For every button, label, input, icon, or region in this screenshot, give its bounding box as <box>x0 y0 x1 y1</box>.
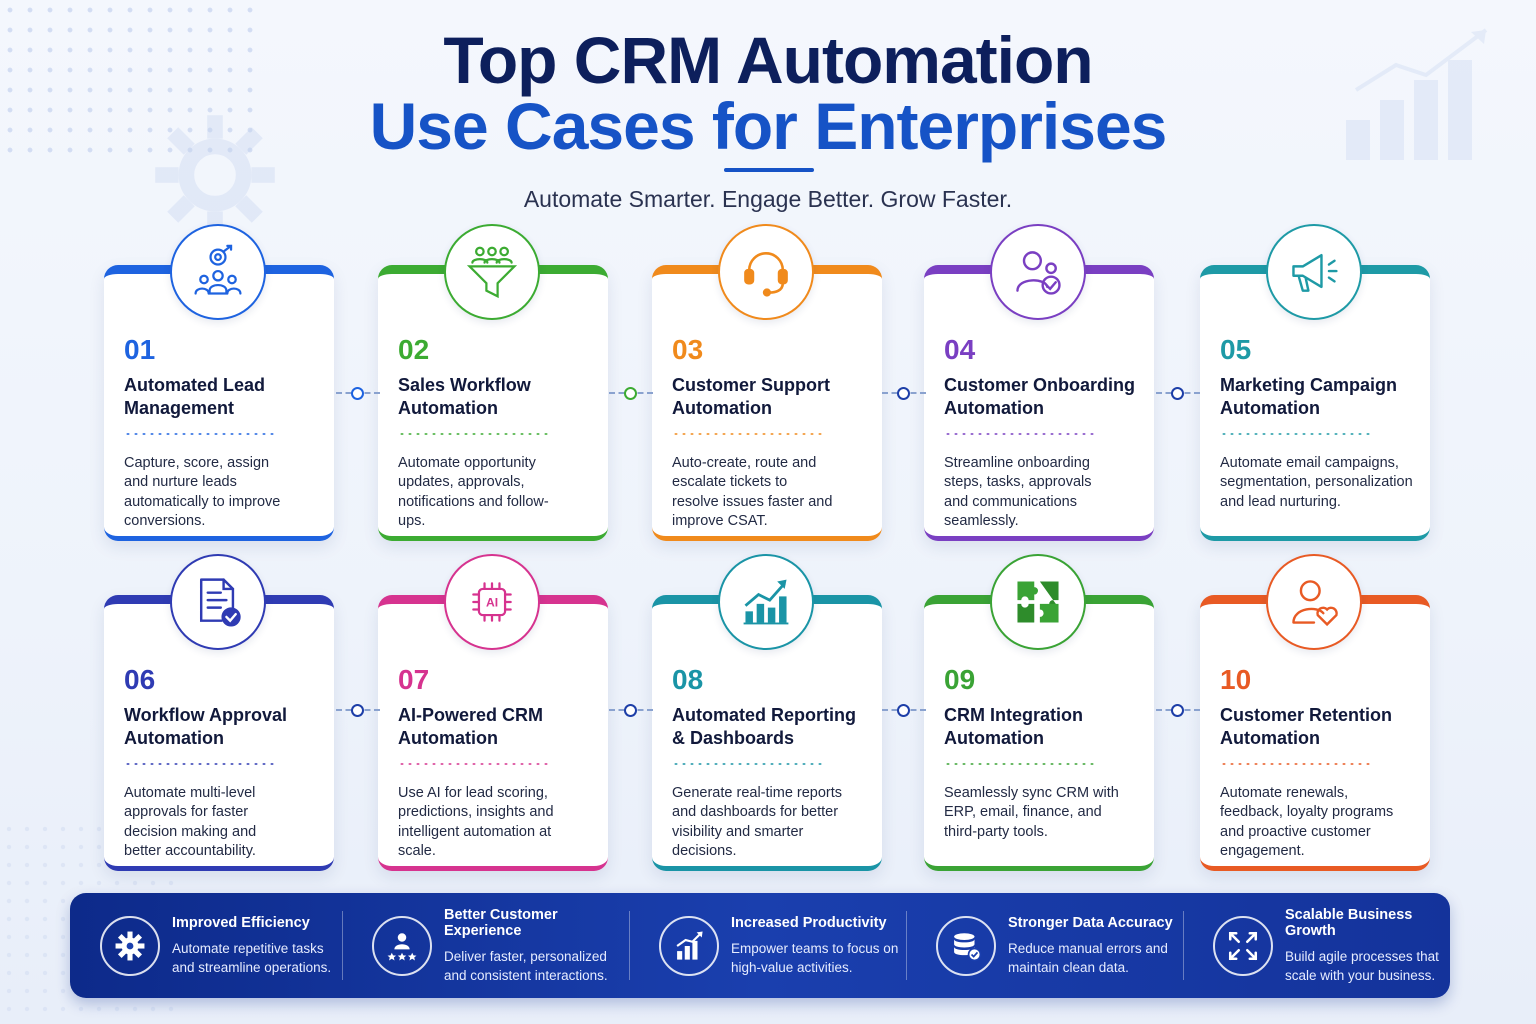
use-case-card-09: 09 CRM Integration Automation Seamlessly… <box>924 554 1154 871</box>
dotted-divider <box>944 762 1094 766</box>
benefit-description: Automate repetitive tasks and streamline… <box>172 940 332 975</box>
card-number: 03 <box>672 334 704 365</box>
dotted-divider <box>124 762 274 766</box>
puzzle-icon <box>990 554 1086 650</box>
user-stars-icon <box>372 915 432 976</box>
connector <box>882 386 926 400</box>
database-check-icon <box>936 915 996 976</box>
connector <box>609 386 653 400</box>
card-number: 10 <box>1220 664 1252 695</box>
benefit-title: Better Customer Experience <box>444 906 558 939</box>
card-title: Customer Support Automation <box>672 375 831 418</box>
dotted-divider <box>944 432 1094 436</box>
connector <box>882 703 926 717</box>
card-number: 08 <box>672 664 704 695</box>
expand-arrows-icon <box>1213 915 1273 976</box>
benefit-title: Increased Productivity <box>731 914 887 931</box>
benefit-title: Scalable Business Growth <box>1285 906 1413 939</box>
title-underline <box>724 168 814 172</box>
card-title: Customer Onboarding Automation <box>944 375 1136 418</box>
background-dots <box>0 0 260 160</box>
svg-text:AI: AI <box>486 596 498 610</box>
connector <box>336 386 380 400</box>
user-check-icon <box>990 224 1086 320</box>
connector <box>1156 386 1200 400</box>
card-title: Automated Reporting & Dashboards <box>672 705 856 748</box>
card-description: Use AI for lead scoring, predictions, in… <box>398 785 554 860</box>
card-description: Seamlessly sync CRM with ERP, email, fin… <box>944 785 1119 840</box>
page-title-line-1: Top CRM Automation <box>443 23 1093 97</box>
benefits-bar: Improved Efficiency Automate repetitive … <box>70 893 1450 998</box>
user-heart-icon <box>1266 554 1362 650</box>
benefit-better-customer-experience: Better Customer Experience Deliver faste… <box>342 893 629 998</box>
benefit-description: Empower teams to focus on high-value act… <box>731 940 899 975</box>
gear-icon <box>100 915 160 976</box>
funnel-icon <box>444 224 540 320</box>
document-check-icon <box>170 554 266 650</box>
megaphone-icon <box>1266 224 1362 320</box>
card-number: 09 <box>944 664 976 695</box>
use-case-card-04: 04 Customer Onboarding Automation Stream… <box>924 224 1154 541</box>
dotted-divider <box>1220 432 1370 436</box>
card-description: Automate multi-level approvals for faste… <box>124 785 257 860</box>
dotted-divider <box>398 762 548 766</box>
background-growth-chart-icon <box>1346 28 1488 160</box>
use-case-card-08: 08 Automated Reporting & Dashboards Gene… <box>652 554 882 871</box>
card-number: 07 <box>398 664 430 695</box>
card-description: Automate renewals, feedback, loyalty pro… <box>1220 785 1394 860</box>
background-gear-icon <box>155 115 275 235</box>
use-case-card-10: 10 Customer Retention Automation Automat… <box>1200 554 1430 871</box>
benefit-improved-efficiency: Improved Efficiency Automate repetitive … <box>70 893 342 998</box>
card-number: 05 <box>1220 334 1252 365</box>
tagline: Automate Smarter. Engage Better. Grow Fa… <box>523 186 1013 212</box>
use-case-card-03: 03 Customer Support Automation Auto-crea… <box>652 224 882 541</box>
card-title: AI-Powered CRM Automation <box>398 705 544 748</box>
benefit-increased-productivity: Increased Productivity Empower teams to … <box>629 893 906 998</box>
card-description: Automate email campaigns, segmentation, … <box>1220 455 1413 510</box>
benefit-title: Stronger Data Accuracy <box>1008 914 1173 931</box>
card-title: Automated Lead Management <box>124 375 266 418</box>
ai-chip-icon: AI <box>444 554 540 650</box>
bar-chart-icon <box>659 915 719 976</box>
use-case-card-06: 06 Workflow Approval Automation Automate… <box>104 554 334 871</box>
benefit-stronger-data-accuracy: Stronger Data Accuracy Reduce manual err… <box>906 893 1183 998</box>
card-description: Streamline onboarding steps, tasks, appr… <box>944 455 1092 530</box>
page-title-line-2: Use Cases for Enterprises <box>369 89 1168 163</box>
card-description: Generate real-time reports and dashboard… <box>672 785 843 860</box>
headset-icon <box>718 224 814 320</box>
card-number: 06 <box>124 664 156 695</box>
dotted-divider <box>124 432 274 436</box>
dotted-divider <box>398 432 548 436</box>
benefit-description: Deliver faster, personalized and consist… <box>444 948 608 983</box>
card-title: Workflow Approval Automation <box>124 705 288 748</box>
card-description: Automate opportunity updates, approvals,… <box>398 455 549 530</box>
benefit-title: Improved Efficiency <box>172 914 310 931</box>
connector <box>609 703 653 717</box>
use-case-card-05: 05 Marketing Campaign Automation Automat… <box>1200 224 1430 541</box>
dotted-divider <box>1220 762 1370 766</box>
benefit-description: Build agile processes that scale with yo… <box>1285 948 1439 983</box>
card-number: 02 <box>398 334 430 365</box>
dotted-divider <box>672 762 822 766</box>
card-description: Capture, score, assign and nurture leads… <box>124 455 281 530</box>
benefit-scalable-business-growth: Scalable Business Growth Build agile pro… <box>1183 893 1460 998</box>
use-case-card-01: 01 Automated Lead Management Capture, sc… <box>104 224 334 541</box>
connector <box>1156 703 1200 717</box>
use-case-card-07: AI 07 AI-Powered CRM Automation Use AI f… <box>378 554 608 871</box>
dotted-divider <box>672 432 822 436</box>
card-title: CRM Integration Automation <box>944 705 1083 748</box>
card-number: 04 <box>944 334 976 365</box>
use-case-card-02: 02 Sales Workflow Automation Automate op… <box>378 224 608 541</box>
card-title: Customer Retention Automation <box>1220 705 1393 748</box>
card-title: Marketing Campaign Automation <box>1220 375 1398 418</box>
card-description: Auto-create, route and escalate tickets … <box>672 455 833 530</box>
card-number: 01 <box>124 334 156 365</box>
card-title: Sales Workflow Automation <box>398 375 531 418</box>
benefit-description: Reduce manual errors and maintain clean … <box>1008 940 1168 975</box>
target-team-icon <box>170 224 266 320</box>
growth-chart-icon <box>718 554 814 650</box>
connector <box>336 703 380 717</box>
